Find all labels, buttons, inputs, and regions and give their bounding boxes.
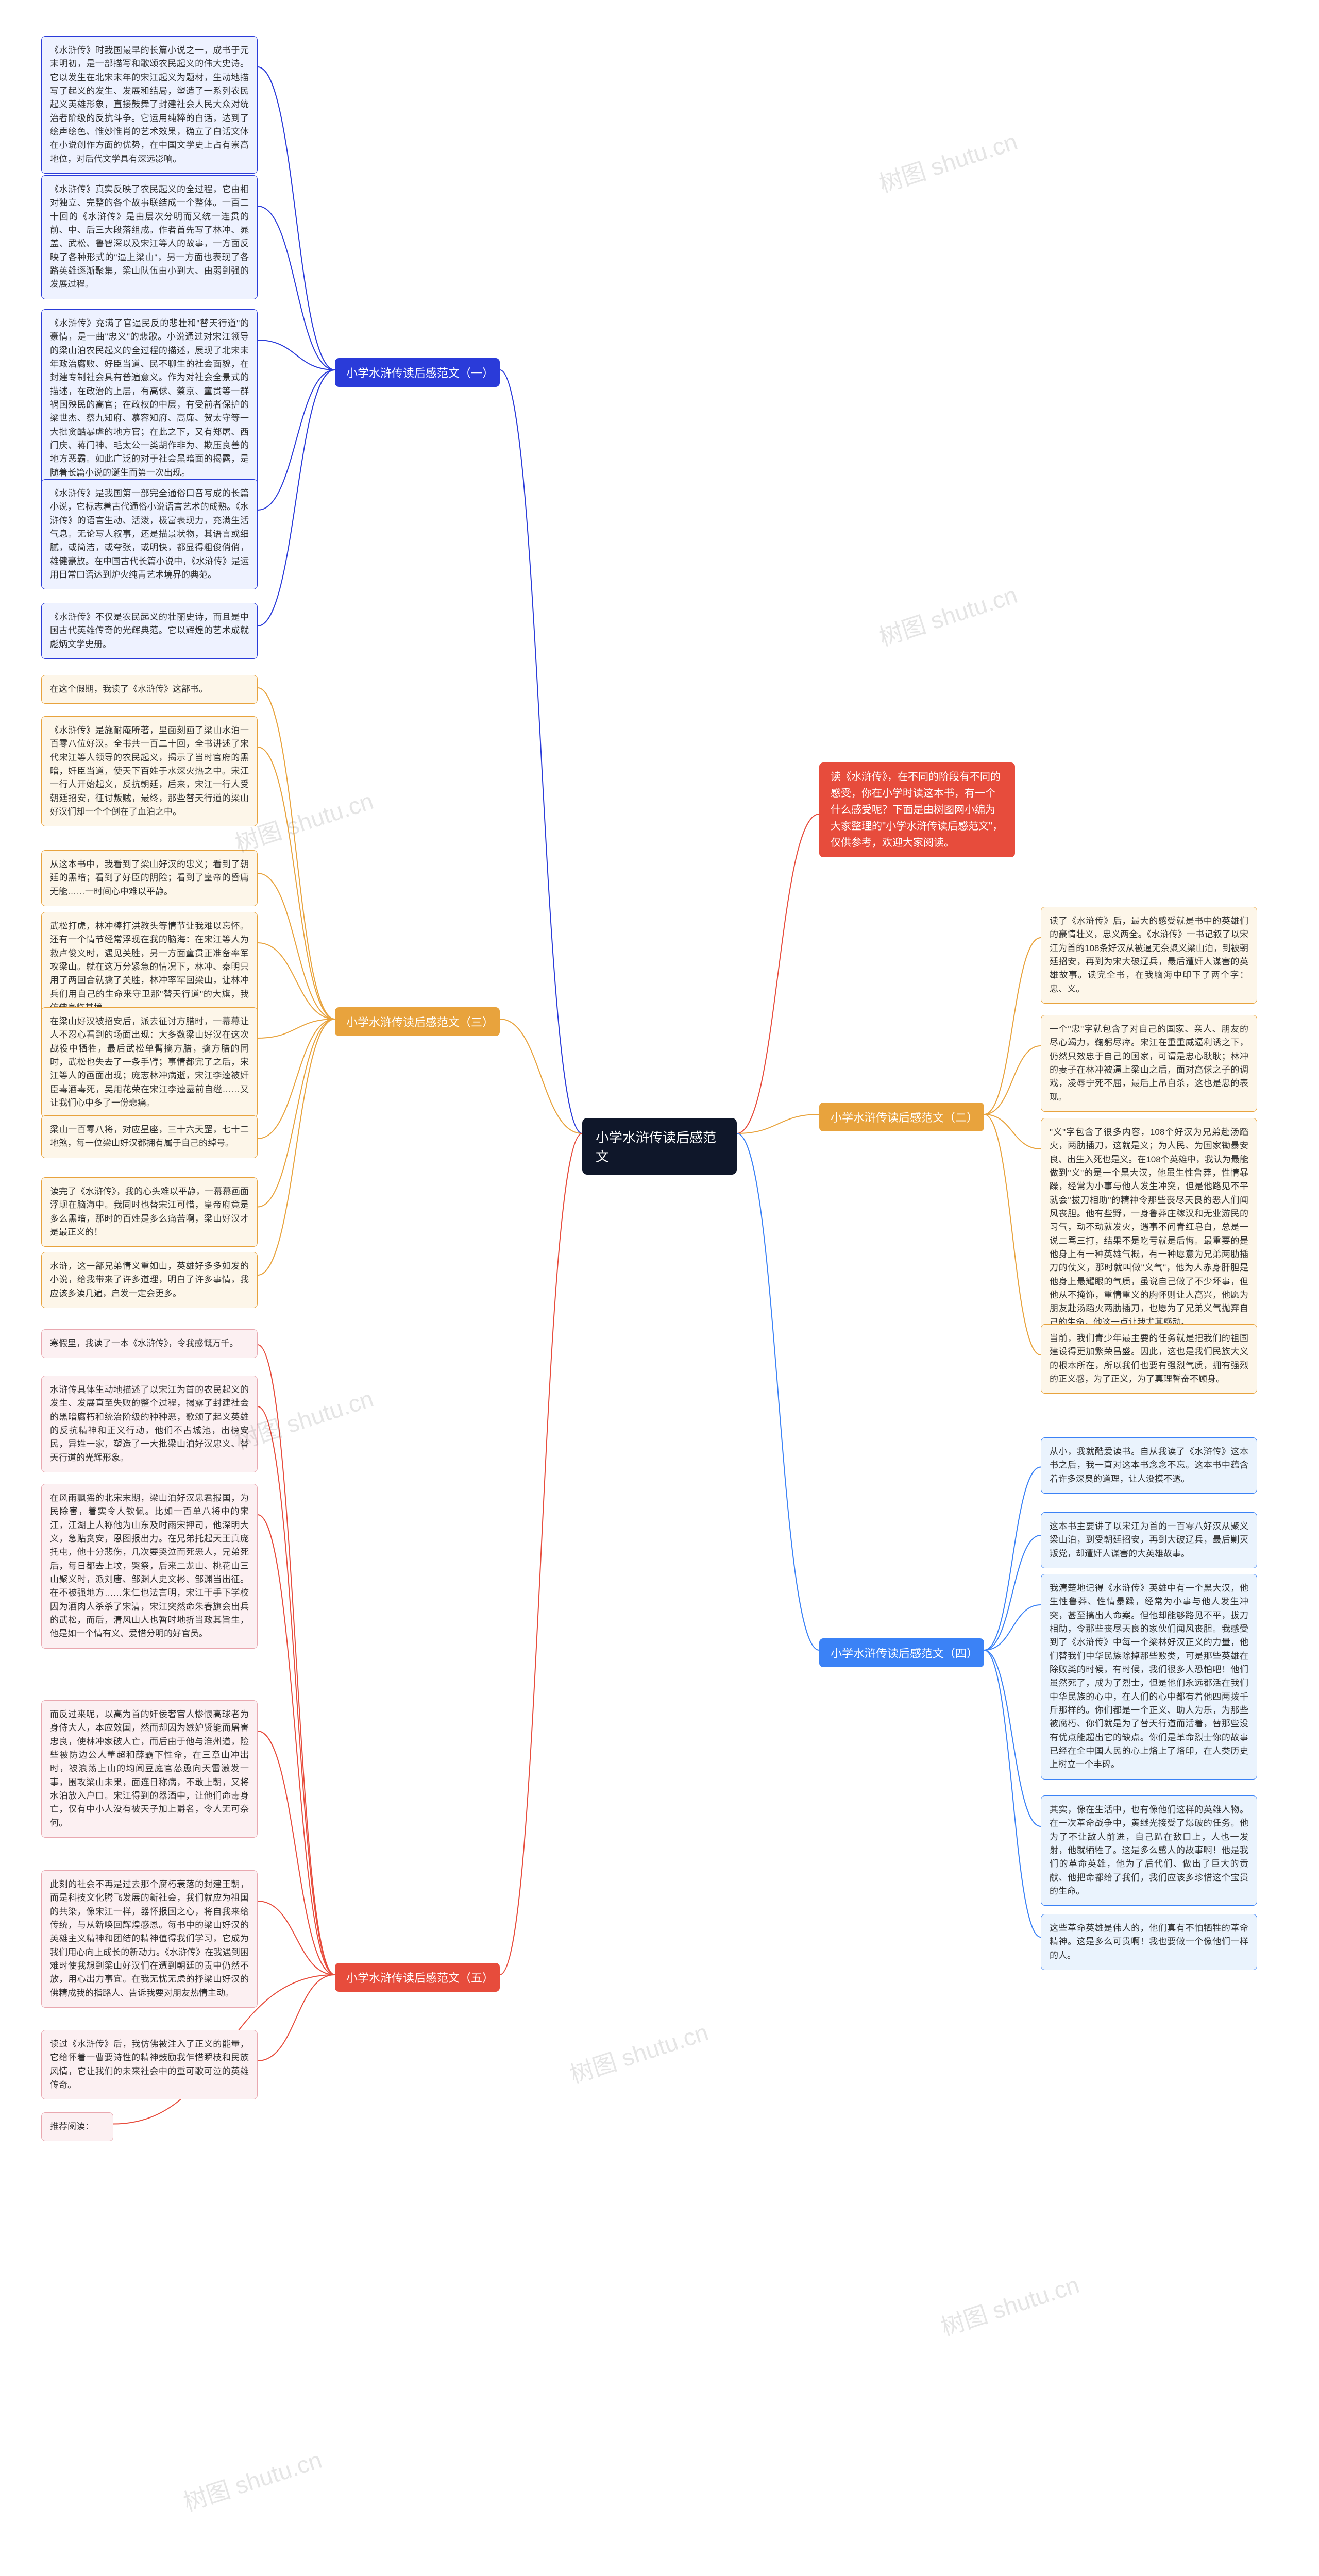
branch-node: 小学水浒传读后感范文（三） xyxy=(335,1007,500,1036)
branch-node: 小学水浒传读后感范文（四） xyxy=(819,1638,984,1667)
watermark: 树图 shutu.cn xyxy=(936,2266,1083,2343)
leaf-node: 这些革命英雄是伟人的，他们真有不怕牺牲的革命精神。这是多么可贵啊！我也要做一个像… xyxy=(1041,1914,1257,1970)
leaf-node: 我清楚地记得《水浒传》英雄中有一个黑大汉，他生性鲁莽、性情暴躁，经常为小事与他人… xyxy=(1041,1574,1257,1780)
watermark: 树图 shutu.cn xyxy=(565,2014,712,2091)
leaf-node: 《水浒传》充满了官逼民反的悲壮和"替天行道"的豪情，是一曲"忠义"的悲歌。小说通… xyxy=(41,309,258,487)
leaf-node: 在这个假期，我读了《水浒传》这部书。 xyxy=(41,675,258,704)
leaf-node: 水浒，这一部兄弟情义重如山，英雄好多多如发的小说，给我带来了许多道理，明白了许多… xyxy=(41,1252,258,1308)
leaf-node: 武松打虎，林冲棒打洪教头等情节让我难以忘怀。还有一个情节经常浮现在我的脑海：在宋… xyxy=(41,912,258,1022)
leaf-node: 从小，我就酷爱读书。自从我读了《水浒传》这本书之后，我一直对这本书念念不忘。这本… xyxy=(1041,1437,1257,1494)
leaf-node: 读了《水浒传》后，最大的感受就是书中的英雄们的豪情壮义，忠义两全。《水浒传》一书… xyxy=(1041,907,1257,1004)
leaf-text: 从小，我就酷爱读书。自从我读了《水浒传》这本书之后，我一直对这本书念念不忘。这本… xyxy=(1050,1447,1248,1484)
leaf-node: 在风雨飘摇的北宋末期，梁山泊好汉忠君报国，为民除害，着实令人钦佩。比如一百单八将… xyxy=(41,1484,258,1649)
leaf-text: 武松打虎，林冲棒打洪教头等情节让我难以忘怀。还有一个情节经常浮现在我的脑海：在宋… xyxy=(50,921,249,1012)
leaf-text: 这本书主要讲了以宋江为首的一百零八好汉从聚义梁山泊，到受朝廷招安，再到大破辽兵，… xyxy=(1050,1521,1248,1558)
branch-label: 小学水浒传读后感范文（四） xyxy=(831,1647,978,1660)
leaf-text: 水浒传具体生动地描述了以宋江为首的农民起义的发生、发展直至失败的整个过程，揭露了… xyxy=(50,1385,249,1463)
leaf-text: 我清楚地记得《水浒传》英雄中有一个黑大汉，他生性鲁莽、性情暴躁，经常为小事与他人… xyxy=(1050,1583,1248,1769)
leaf-text: 读过《水浒传》后，我仿佛被注入了正义的能量，它给怀着一曹要诗性的精神鼓励我乍惜瞬… xyxy=(50,2039,249,2090)
center-label: 小学水浒传读后感范文 xyxy=(596,1130,716,1164)
leaf-text: 这些革命英雄是伟人的，他们真有不怕牺牲的革命精神。这是多么可贵啊！我也要做一个像… xyxy=(1050,1923,1248,1960)
branch-label: 小学水浒传读后感范文（二） xyxy=(831,1111,978,1124)
branch-node: 小学水浒传读后感范文（二） xyxy=(819,1103,984,1131)
leaf-text: 《水浒传》充满了官逼民反的悲壮和"替天行道"的豪情，是一曲"忠义"的悲歌。小说通… xyxy=(50,318,249,478)
leaf-text: 《水浒传》时我国最早的长篇小说之一，成书于元末明初，是一部描写和歌颂农民起义的伟… xyxy=(50,45,249,164)
leaf-text: 读了《水浒传》后，最大的感受就是书中的英雄们的豪情壮义，忠义两全。《水浒传》一书… xyxy=(1050,916,1248,994)
leaf-text: 一个"忠"字就包含了对自己的国家、亲人、朋友的尽心竭力，鞠躬尽瘁。宋江在重重威逼… xyxy=(1050,1024,1248,1102)
leaf-text: 《水浒传》真实反映了农民起义的全过程，它由相对独立、完整的各个故事联结成一个整体… xyxy=(50,184,249,289)
leaf-text: "义"字包含了很多内容，108个好汉为兄弟赴汤蹈火，两肋插刀，这就是义；为人民、… xyxy=(1050,1127,1248,1327)
leaf-text: 当前，我们青少年最主要的任务就是把我们的祖国建设得更加繁荣昌盛。因此，这也是我们… xyxy=(1050,1333,1248,1384)
intro-text: 读《水浒传》，在不同的阶段有不同的感受，你在小学时读这本书，有一个什么感受呢？下… xyxy=(831,771,1003,849)
leaf-node: 其实，像在生活中，也有像他们这样的英雄人物。在一次革命战争中，黄继光接受了爆破的… xyxy=(1041,1795,1257,1906)
watermark: 树图 shutu.cn xyxy=(874,123,1021,200)
leaf-node: 寒假里，我读了一本《水浒传》，令我感慨万千。 xyxy=(41,1329,258,1358)
watermark: 树图 shutu.cn xyxy=(874,577,1021,653)
leaf-node: 当前，我们青少年最主要的任务就是把我们的祖国建设得更加繁荣昌盛。因此，这也是我们… xyxy=(1041,1324,1257,1394)
leaf-node: 此刻的社会不再是过去那个腐朽衰落的封建王朝，而是科技文化腾飞发展的新社会，我们就… xyxy=(41,1870,258,2008)
branch-label: 小学水浒传读后感范文（一） xyxy=(346,367,494,380)
leaf-node: 《水浒传》时我国最早的长篇小说之一，成书于元末明初，是一部描写和歌颂农民起义的伟… xyxy=(41,36,258,174)
branch-label: 小学水浒传读后感范文（五） xyxy=(346,1972,494,1985)
leaf-text: 在风雨飘摇的北宋末期，梁山泊好汉忠君报国，为民除害，着实令人钦佩。比如一百单八将… xyxy=(50,1493,249,1638)
branch-node: 小学水浒传读后感范文（一） xyxy=(335,358,500,387)
leaf-node: 这本书主要讲了以宋江为首的一百零八好汉从聚义梁山泊，到受朝廷招安，再到大破辽兵，… xyxy=(1041,1512,1257,1568)
leaf-node: 水浒传具体生动地描述了以宋江为首的农民起义的发生、发展直至失败的整个过程，揭露了… xyxy=(41,1376,258,1472)
leaf-text: 读完了《水浒传》，我的心头难以平静，一幕幕画面浮现在脑海中。我同时也替宋江可惜，… xyxy=(50,1187,249,1237)
leaf-text: 其实，像在生活中，也有像他们这样的英雄人物。在一次革命战争中，黄继光接受了爆破的… xyxy=(1050,1805,1248,1896)
leaf-text: 在梁山好汉被招安后，派去征讨方腊时，一幕幕让人不忍心看到的场面出现：大多数梁山好… xyxy=(50,1016,249,1108)
branch-label: 小学水浒传读后感范文（三） xyxy=(346,1016,494,1029)
leaf-node: 《水浒传》不仅是农民起义的壮丽史诗，而且是中国古代英雄传奇的光辉典范。它以辉煌的… xyxy=(41,603,258,659)
leaf-text: 从这本书中，我看到了梁山好汉的忠义；看到了朝廷的黑暗；看到了好臣的阴险；看到了皇… xyxy=(50,859,249,896)
leaf-node: 推荐阅读： xyxy=(41,2112,113,2141)
leaf-text: 《水浒传》是我国第一部完全通俗口音写成的长篇小说，它标志着古代通俗小说语言艺术的… xyxy=(50,488,249,580)
leaf-text: 此刻的社会不再是过去那个腐朽衰落的封建王朝，而是科技文化腾飞发展的新社会，我们就… xyxy=(50,1879,249,1998)
leaf-node: "义"字包含了很多内容，108个好汉为兄弟赴汤蹈火，两肋插刀，这就是义；为人民、… xyxy=(1041,1118,1257,1337)
leaf-node: 从这本书中，我看到了梁山好汉的忠义；看到了朝廷的黑暗；看到了好臣的阴险；看到了皇… xyxy=(41,850,258,906)
leaf-node: 在梁山好汉被招安后，派去征讨方腊时，一幕幕让人不忍心看到的场面出现：大多数梁山好… xyxy=(41,1007,258,1117)
watermark: 树图 shutu.cn xyxy=(179,2442,326,2518)
leaf-text: 水浒，这一部兄弟情义重如山，英雄好多多如发的小说，给我带来了许多道理，明白了许多… xyxy=(50,1261,249,1298)
leaf-text: 推荐阅读： xyxy=(50,2122,94,2131)
leaf-node: 梁山一百零八将，对应星座，三十六天罡，七十二地煞，每一位梁山好汉都拥有属于自己的… xyxy=(41,1115,258,1158)
leaf-node: 一个"忠"字就包含了对自己的国家、亲人、朋友的尽心竭力，鞠躬尽瘁。宋江在重重威逼… xyxy=(1041,1015,1257,1112)
leaf-node: 《水浒传》真实反映了农民起义的全过程，它由相对独立、完整的各个故事联结成一个整体… xyxy=(41,175,258,299)
leaf-node: 《水浒传》是我国第一部完全通俗口音写成的长篇小说，它标志着古代通俗小说语言艺术的… xyxy=(41,479,258,589)
intro-box: 读《水浒传》，在不同的阶段有不同的感受，你在小学时读这本书，有一个什么感受呢？下… xyxy=(819,762,1015,857)
leaf-node: 读完了《水浒传》，我的心头难以平静，一幕幕画面浮现在脑海中。我同时也替宋江可惜，… xyxy=(41,1177,258,1247)
leaf-node: 读过《水浒传》后，我仿佛被注入了正义的能量，它给怀着一曹要诗性的精神鼓励我乍惜瞬… xyxy=(41,2030,258,2099)
leaf-text: 寒假里，我读了一本《水浒传》，令我感慨万千。 xyxy=(50,1338,239,1348)
leaf-node: 《水浒传》是施耐庵所著，里面刻画了梁山水泊一百零八位好汉。全书共一百二十回，全书… xyxy=(41,716,258,826)
leaf-text: 《水浒传》是施耐庵所著，里面刻画了梁山水泊一百零八位好汉。全书共一百二十回，全书… xyxy=(50,725,249,817)
center-node: 小学水浒传读后感范文 xyxy=(582,1118,737,1175)
leaf-text: 而反过来呢，以高为首的奸佞奢官人惨恨高球者为身侍大人，本应效国，然而却因为嫉妒贤… xyxy=(50,1709,249,1828)
leaf-text: 梁山一百零八将，对应星座，三十六天罡，七十二地煞，每一位梁山好汉都拥有属于自己的… xyxy=(50,1125,249,1148)
branch-node: 小学水浒传读后感范文（五） xyxy=(335,1963,500,1992)
leaf-text: 在这个假期，我读了《水浒传》这部书。 xyxy=(50,684,208,694)
leaf-node: 而反过来呢，以高为首的奸佞奢官人惨恨高球者为身侍大人，本应效国，然而却因为嫉妒贤… xyxy=(41,1700,258,1838)
leaf-text: 《水浒传》不仅是农民起义的壮丽史诗，而且是中国古代英雄传奇的光辉典范。它以辉煌的… xyxy=(50,612,249,649)
